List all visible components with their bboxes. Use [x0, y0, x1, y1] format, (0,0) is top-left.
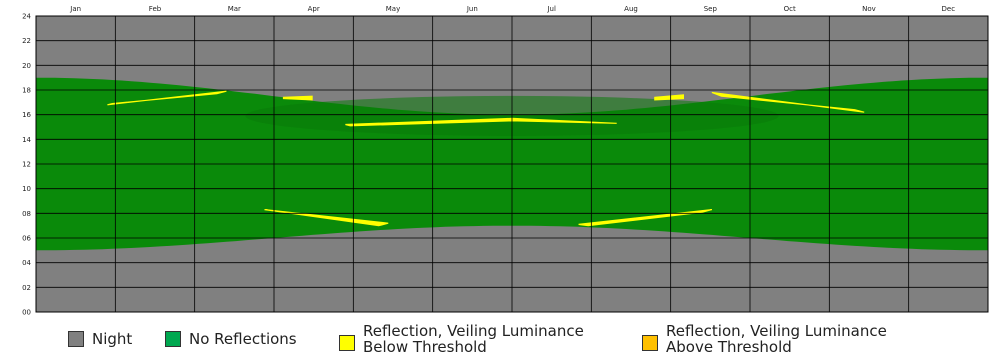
plot-frame	[35, 15, 989, 313]
legend-swatch-above-threshold	[642, 335, 658, 351]
legend-item-night: Night	[68, 331, 132, 347]
x-tick-label: Dec	[942, 5, 956, 13]
y-tick-label: 00	[22, 309, 31, 317]
y-tick-label: 06	[22, 235, 31, 243]
x-tick-label: Apr	[308, 5, 320, 13]
x-tick-label: Aug	[624, 5, 638, 13]
x-tick-label: Jul	[546, 5, 556, 13]
y-tick-label: 12	[22, 161, 31, 169]
x-tick-label: Oct	[784, 5, 796, 13]
y-tick-labels: 00 02 04 06 08 10 12 14 16 18 20 22 24	[22, 13, 31, 317]
x-tick-label: Mar	[228, 5, 241, 13]
x-tick-labels: Jan Feb Mar Apr May Jun Jul Aug Sep Oct Nov Dec	[69, 5, 955, 13]
x-tick-label: Nov	[862, 5, 876, 13]
legend-label-above-threshold: Reflection, Veiling Luminance Above Thre…	[666, 322, 887, 356]
y-tick-label: 14	[22, 136, 31, 144]
x-tick-label: Jun	[466, 5, 478, 13]
grid-lines	[35, 15, 989, 313]
reflection-streak-1	[282, 95, 313, 101]
y-tick-label: 08	[22, 210, 31, 218]
x-tick-label: Sep	[704, 5, 718, 13]
legend: Night No Reflections Reflection, Veiling…	[0, 319, 991, 360]
x-tick-label: Jan	[69, 5, 81, 13]
x-tick-label: May	[386, 5, 400, 13]
legend-label-night: Night	[92, 330, 133, 348]
glare-heatmap-chart: Jan Feb Mar Apr May Jun Jul Aug Sep Oct Nov Dec 000…	[22, 5, 989, 317]
legend-item-no-reflections: No Reflections	[165, 331, 297, 347]
y-tick-label: 24	[22, 13, 31, 21]
reflection-streak-0	[107, 90, 227, 106]
y-tick-label: 02	[22, 284, 31, 292]
reflection-streak-3	[654, 94, 685, 101]
x-tick-label: Feb	[149, 5, 162, 13]
y-tick-label: 18	[22, 87, 31, 95]
legend-item-above-threshold: Reflection, Veiling Luminance Above Thre…	[642, 323, 887, 355]
legend-label-no-reflections: No Reflections	[189, 330, 297, 348]
y-tick-label: 16	[22, 111, 31, 119]
y-tick-label: 20	[22, 62, 31, 70]
legend-swatch-below-threshold	[339, 335, 355, 351]
legend-swatch-night	[68, 331, 84, 347]
y-tick-label: 04	[22, 259, 31, 267]
legend-swatch-no-reflections	[165, 331, 181, 347]
legend-item-below-threshold: Reflection, Veiling Luminance Below Thre…	[339, 323, 584, 355]
legend-label-below-threshold: Reflection, Veiling Luminance Below Thre…	[363, 322, 584, 356]
reflection-streak-2	[345, 117, 617, 127]
y-tick-label: 10	[22, 185, 31, 193]
y-tick-label: 22	[22, 37, 31, 45]
